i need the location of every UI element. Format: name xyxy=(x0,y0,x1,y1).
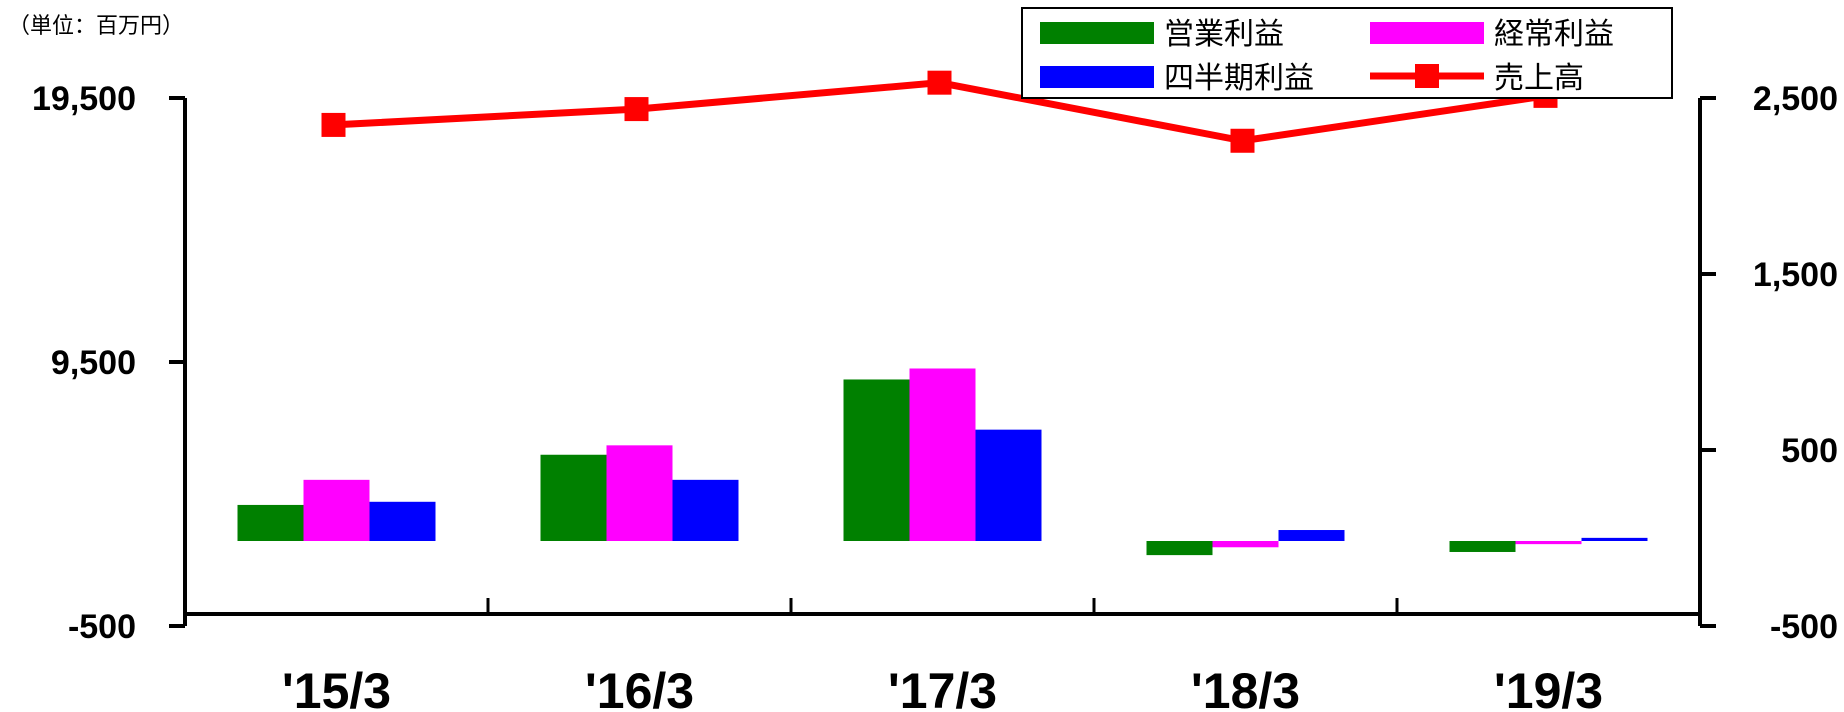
bar-営業利益 xyxy=(237,504,304,541)
bar-経常利益 xyxy=(909,368,976,541)
sales-marker xyxy=(624,97,649,122)
category-label: '16/3 xyxy=(585,663,694,712)
bars xyxy=(237,368,1648,556)
category-label: '19/3 xyxy=(1494,663,1603,712)
sales-marker xyxy=(927,70,952,95)
bar-四半期利益 xyxy=(1278,530,1345,541)
axes xyxy=(169,96,1716,628)
legend-label: 四半期利益 xyxy=(1164,61,1314,96)
category-label: '15/3 xyxy=(282,663,391,712)
legend-label: 営業利益 xyxy=(1164,17,1284,52)
left-tick-label: 19,500 xyxy=(32,80,136,118)
bar-営業利益 xyxy=(1146,541,1213,556)
legend-swatch xyxy=(1370,22,1484,44)
legend-swatch xyxy=(1040,22,1154,44)
unit-label: （単位：百万円） xyxy=(8,14,185,39)
right-tick-label: 1,500 xyxy=(1753,256,1838,294)
right-tick-label: -500 xyxy=(1770,608,1838,646)
bar-経常利益 xyxy=(1515,541,1582,545)
bar-営業利益 xyxy=(1449,541,1516,552)
bar-営業利益 xyxy=(540,454,607,541)
category-label: '18/3 xyxy=(1191,663,1300,712)
category-label: '17/3 xyxy=(888,663,997,712)
bar-経常利益 xyxy=(1212,541,1279,548)
right-tick-label: 500 xyxy=(1781,432,1838,470)
bar-営業利益 xyxy=(843,379,910,541)
right-tick-label: 2,500 xyxy=(1753,80,1838,118)
bar-四半期利益 xyxy=(672,479,739,541)
bar-経常利益 xyxy=(606,445,673,541)
legend-label: 売上高 xyxy=(1494,61,1584,96)
bar-四半期利益 xyxy=(369,501,436,541)
sales-marker xyxy=(321,112,346,137)
bar-四半期利益 xyxy=(975,429,1042,541)
bar-四半期利益 xyxy=(1581,537,1648,541)
tick-labels: 19,500 9,500 -500 2,500 1,500 500 -500 '15/3 '16… xyxy=(32,80,1838,712)
legend-swatch xyxy=(1040,66,1154,88)
bar-経常利益 xyxy=(303,479,370,541)
left-tick-label: -500 xyxy=(68,608,136,646)
left-tick-label: 9,500 xyxy=(51,344,136,382)
legend-label: 経常利益 xyxy=(1494,17,1614,52)
legend-swatch-marker xyxy=(1415,64,1439,88)
sales-marker xyxy=(1230,128,1255,153)
